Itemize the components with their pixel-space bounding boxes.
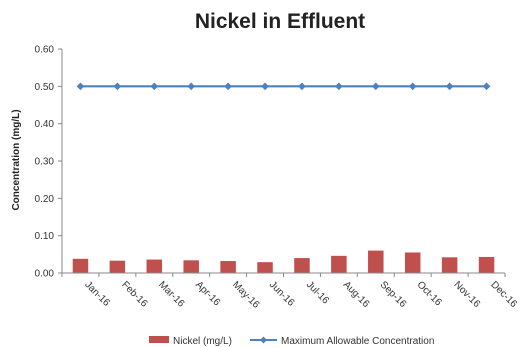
marker-Aug-16	[335, 82, 343, 91]
x-tick-label: Nov-16	[452, 279, 483, 310]
marker-Apr-16	[187, 82, 196, 91]
marker-Jun-16	[261, 82, 269, 91]
marker-Feb-16	[113, 82, 122, 91]
bar-Nov-16	[441, 257, 458, 273]
x-tick-label: Oct-16	[415, 279, 444, 308]
axes	[61, 49, 506, 277]
x-tick-label: Feb-16	[119, 279, 149, 309]
marker-Mar-16	[150, 82, 159, 91]
x-tick-label: Sep-16	[378, 279, 409, 310]
chart-title: Nickel in Effluent	[195, 10, 365, 33]
bar-series	[72, 250, 495, 273]
y-tick-label: 0.00	[35, 269, 55, 280]
x-tick-label: Aug-16	[341, 279, 372, 310]
bar-Apr-16	[183, 260, 199, 273]
bar-Oct-16	[404, 252, 421, 273]
x-tick-label: May-16	[230, 279, 262, 311]
bar-Sep-16	[368, 250, 384, 273]
bar-Feb-16	[109, 260, 126, 273]
marker-Nov-16	[445, 82, 454, 91]
y-tick-label: 0.60	[35, 45, 55, 56]
y-tick-label: 0.30	[35, 157, 55, 168]
y-tick-label: 0.50	[35, 82, 55, 93]
marker-Oct-16	[408, 82, 417, 91]
y-axis-label: Concentration (mg/L)	[11, 109, 22, 210]
legend-marker-max	[260, 336, 267, 344]
marker-Jan-16	[76, 82, 85, 91]
y-tick-label: 0.20	[35, 194, 55, 205]
bar-Mar-16	[146, 259, 163, 273]
bar-Dec-16	[478, 256, 495, 273]
bar-Jun-16	[257, 262, 273, 273]
y-axis: 0.00 0.10 0.20 0.30 0.40 0.50 0.60	[35, 45, 62, 280]
marker-Sep-16	[371, 82, 380, 91]
marker-Jul-16	[298, 82, 306, 91]
x-tick-label: Mar-16	[156, 279, 186, 309]
x-tick-label: Jul-16	[304, 279, 331, 306]
x-tick-label: Jan-16	[82, 279, 112, 309]
legend-label-max: Maximum Allowable Concentration	[281, 336, 434, 347]
marker-May-16	[224, 82, 232, 91]
legend-label-nickel: Nickel (mg/L)	[173, 336, 232, 347]
x-tick-label: Jun-16	[267, 279, 297, 309]
bar-May-16	[220, 261, 236, 273]
y-tick-label: 0.10	[35, 231, 55, 242]
legend-swatch-nickel	[149, 336, 169, 343]
bar-Jul-16	[294, 258, 310, 273]
bar-Aug-16	[331, 255, 347, 273]
x-tick-label: Dec-16	[488, 279, 519, 310]
x-axis: Jan-16 Feb-16 Mar-16 Apr-16 May-16 Jun-16 Jul-…	[82, 279, 519, 311]
line-series	[76, 82, 491, 91]
bar-Jan-16	[72, 258, 89, 273]
y-tick-label: 0.40	[35, 119, 55, 130]
legend: Nickel (mg/L) Maximum Allowable Concentr…	[149, 336, 434, 347]
x-tick-label: Apr-16	[193, 279, 222, 308]
marker-Dec-16	[482, 82, 491, 91]
